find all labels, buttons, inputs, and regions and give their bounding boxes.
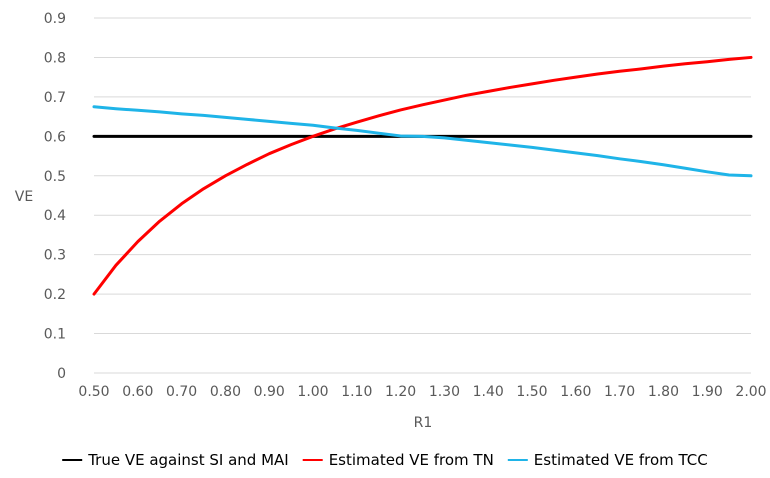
y-axis-label: VE xyxy=(15,189,33,205)
legend-item-3: Estimated VE from TCC xyxy=(507,451,708,469)
legend-item-2: Estimated VE from TN xyxy=(302,451,494,469)
y-tick-label: 0.6 xyxy=(44,129,66,145)
legend-label: True VE against SI and MAI xyxy=(87,451,289,469)
y-axis-ticks: 0 0.1 0.2 0.3 0.4 0.5 0.6 0.7 0.8 0.9 xyxy=(44,11,66,382)
x-axis-label: R1 xyxy=(414,415,433,431)
x-tick-label: 1.50 xyxy=(516,384,547,400)
series-lines xyxy=(92,55,753,296)
x-tick-label: 1.90 xyxy=(692,384,723,400)
y-tick-label: 0.9 xyxy=(44,11,66,27)
y-tick-label: 0 xyxy=(57,366,66,382)
x-tick-label: 1.00 xyxy=(297,384,328,400)
y-tick-label: 0.7 xyxy=(44,90,66,106)
x-tick-label: 1.20 xyxy=(385,384,416,400)
x-tick-label: 1.40 xyxy=(473,384,504,400)
series-line-3 xyxy=(92,105,753,178)
x-tick-label: 2.00 xyxy=(735,384,766,400)
legend-label: Estimated VE from TCC xyxy=(534,451,708,469)
y-tick-label: 0.2 xyxy=(44,287,66,303)
x-tick-label: 0.90 xyxy=(254,384,285,400)
legend-item-1: True VE against SI and MAI xyxy=(62,451,289,469)
y-tick-label: 0.3 xyxy=(44,248,66,264)
x-tick-label: 1.60 xyxy=(560,384,591,400)
x-tick-label: 0.60 xyxy=(122,384,153,400)
series-line-2 xyxy=(92,55,753,296)
x-tick-label: 0.50 xyxy=(78,384,109,400)
y-tick-label: 0.4 xyxy=(44,208,66,224)
x-axis-ticks: 0.50 0.60 0.70 0.80 0.90 1.00 1.10 1.20 1.30 1.40… xyxy=(78,384,766,400)
x-tick-label: 1.80 xyxy=(648,384,679,400)
y-tick-label: 0.1 xyxy=(44,327,66,343)
legend-label: Estimated VE from TN xyxy=(329,451,494,469)
x-tick-label: 0.70 xyxy=(166,384,197,400)
x-tick-label: 0.80 xyxy=(210,384,241,400)
x-tick-label: 1.30 xyxy=(429,384,460,400)
legend: True VE against SI and MAI Estimated VE f… xyxy=(62,451,708,469)
y-tick-label: 0.5 xyxy=(44,169,66,185)
x-tick-label: 1.10 xyxy=(341,384,372,400)
y-tick-label: 0.8 xyxy=(44,50,66,66)
x-tick-label: 1.70 xyxy=(604,384,635,400)
